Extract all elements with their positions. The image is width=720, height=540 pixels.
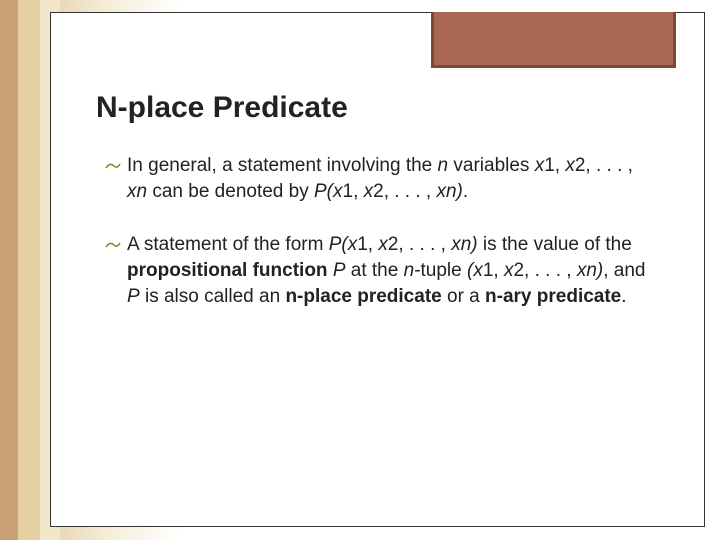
text: 2, . . . , — [388, 234, 451, 255]
bullet-1: In general, a statement involving the n … — [109, 153, 654, 204]
text-italic: xn) — [436, 181, 462, 202]
text-italic: x — [565, 155, 575, 176]
slide-title: N-place Predicate — [96, 91, 348, 125]
text-italic: P(x — [329, 234, 358, 255]
text: variables — [448, 155, 535, 176]
text: at the — [346, 260, 404, 281]
text-italic: x — [535, 155, 545, 176]
text-italic: x — [364, 181, 374, 202]
text-italic: x — [378, 234, 388, 255]
text: 1, — [343, 181, 364, 202]
text: is the value of the — [478, 234, 632, 255]
bg-stripe-2 — [18, 0, 40, 540]
text-italic: xn) — [451, 234, 477, 255]
text: 2, . . . , — [575, 155, 633, 176]
text-italic: P(x — [314, 181, 343, 202]
text-bold: propositional function — [127, 260, 333, 281]
text: 2, . . . , — [513, 260, 576, 281]
bullet-2: A statement of the form P(x1, x2, . . . … — [109, 232, 654, 309]
text: 1, — [544, 155, 565, 176]
text: is also called an — [140, 286, 286, 307]
text: 1, — [357, 234, 378, 255]
text: A statement of the form — [127, 234, 329, 255]
content-area: In general, a statement involving the n … — [109, 153, 654, 337]
text-italic: P — [333, 260, 346, 281]
text: In general, a statement involving the — [127, 155, 438, 176]
text: or a — [442, 286, 485, 307]
text: can be denoted by — [147, 181, 314, 202]
text: 1, — [483, 260, 504, 281]
accent-box — [431, 12, 676, 68]
bullet-icon — [105, 157, 123, 171]
text-italic: xn) — [577, 260, 603, 281]
bullet-icon — [105, 236, 123, 250]
text: -tuple — [414, 260, 467, 281]
text: 2, . . . , — [373, 181, 436, 202]
text: . — [463, 181, 468, 202]
text-italic: n — [404, 260, 415, 281]
text-italic: (x — [467, 260, 483, 281]
text: . — [621, 286, 626, 307]
text-italic: n — [438, 155, 449, 176]
text-bold: n-ary predicate — [485, 286, 621, 307]
text-italic: P — [127, 286, 140, 307]
slide-frame: N-place Predicate In general, a statemen… — [50, 12, 705, 527]
bg-stripe-1 — [0, 0, 18, 540]
text-italic: xn — [127, 181, 147, 202]
text: , and — [603, 260, 645, 281]
text-bold: n-place predicate — [285, 286, 441, 307]
